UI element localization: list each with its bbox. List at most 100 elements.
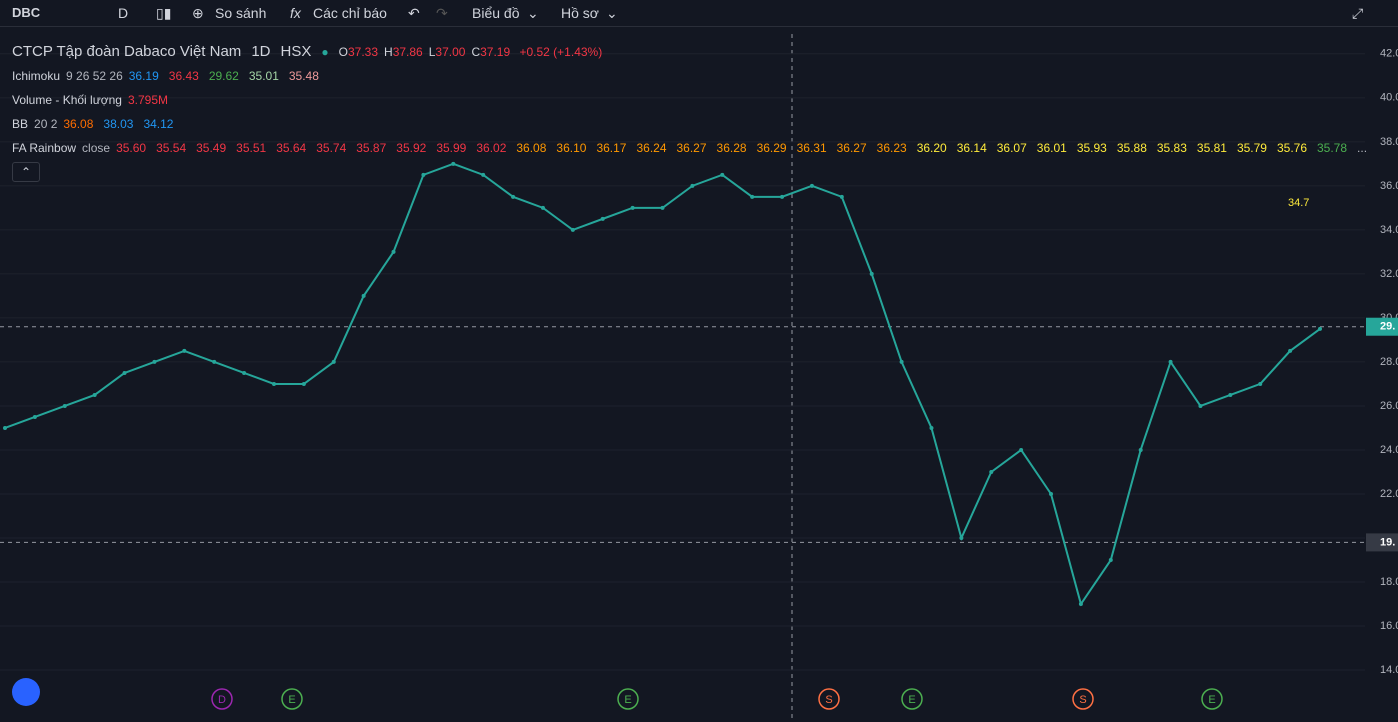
indicator-value: 35.83: [1156, 141, 1187, 155]
price-point: [989, 469, 994, 474]
y-tick-label: 14.00: [1380, 664, 1398, 676]
chevron: ⌄: [606, 5, 618, 21]
ohlc-key: H: [384, 45, 393, 59]
event-label: E: [908, 694, 915, 706]
indicator-name: Volume - Khối lượng: [12, 93, 122, 107]
price-point: [1108, 558, 1113, 563]
y-tick-label: 18.00: [1380, 576, 1398, 588]
indicator-value: 36.17: [596, 141, 627, 155]
event-marker: [617, 688, 639, 710]
toolbar: DBC D ▯▮ ⊕ So sánh fx Các chỉ báo ↶ ↷ Bi…: [0, 0, 1398, 27]
indicator-value: 38.03: [103, 117, 134, 131]
price-point: [92, 392, 97, 397]
event-marker: [901, 688, 923, 710]
indicator-params: 20 2: [34, 117, 58, 131]
price-point: [720, 172, 725, 177]
price-marker: 29.: [1380, 321, 1395, 333]
annotation: 34.7: [1288, 197, 1309, 209]
indicator-value: 35.87: [356, 141, 387, 155]
interval[interactable]: D: [118, 5, 129, 21]
indicators: Ichimoku 9 26 52 26 36.19 36.43 29.62 35.01 35…: [12, 64, 1377, 160]
price-point: [1078, 602, 1083, 607]
price-point: [331, 359, 336, 364]
indicator-name: Ichimoku: [12, 69, 61, 83]
indicator-value: 35.79: [1236, 141, 1267, 155]
compare[interactable]: So sánh: [215, 5, 267, 21]
indicator-value: 35.81: [1196, 141, 1227, 155]
y-tick-label: 24.00: [1380, 444, 1398, 456]
legend-main: CTCP Tập đoàn Dabaco Việt Nam 1D HSX ● O…: [12, 40, 1377, 64]
price-point: [152, 359, 157, 364]
event-marker: [281, 688, 303, 710]
indicator-value: 35.54: [156, 141, 187, 155]
price-point: [780, 194, 785, 199]
indicator-value: 35.88: [1116, 141, 1147, 155]
indicator-value: 34.12: [143, 117, 174, 131]
indicator-row: BB 20 2 36.08 38.03 34.12: [12, 112, 1377, 136]
title: CTCP Tập đoàn Dabaco Việt Nam: [12, 43, 242, 60]
indicator-value: 36.01: [1036, 141, 1067, 155]
indicator-value: ...: [1357, 141, 1368, 155]
indicator-value: 36.24: [636, 141, 667, 155]
indicators[interactable]: Các chỉ báo: [313, 5, 387, 21]
price-point: [1318, 326, 1322, 331]
event-label: E: [1208, 694, 1215, 706]
event-label: S: [825, 694, 832, 706]
indicator-value: 36.27: [676, 141, 707, 155]
price-point: [600, 216, 605, 221]
price-point: [809, 183, 814, 188]
y-tick-label: 22.00: [1380, 488, 1398, 500]
price-point: [570, 227, 575, 232]
price-point: [839, 194, 844, 199]
indicator-value: 36.43: [168, 69, 199, 83]
fx-icon[interactable]: fx: [290, 5, 301, 21]
indicator-value: 36.08: [63, 117, 94, 131]
ohlc-key: L: [428, 45, 436, 59]
indicator-value: 36.07: [996, 141, 1027, 155]
fullscreen[interactable]: ⤢: [1352, 5, 1364, 21]
price-point: [3, 425, 7, 430]
indicator-value: 35.74: [316, 141, 347, 155]
event-marker: [1201, 688, 1223, 710]
indicator-value: 29.62: [208, 69, 239, 83]
ohlc-value: 37.86: [392, 45, 423, 59]
price-marker-bg: [1366, 317, 1398, 336]
price-point: [1138, 447, 1143, 452]
y-tick-label: 28.00: [1380, 356, 1398, 368]
price-point: [1258, 381, 1263, 386]
redo[interactable]: ↷: [436, 5, 448, 21]
indicator-value: 35.60: [116, 141, 147, 155]
price-marker: 19.: [1380, 536, 1395, 548]
indicator-value: 35.64: [276, 141, 307, 155]
indicator-name: BB: [12, 117, 29, 131]
indicator-value: 36.08: [516, 141, 547, 155]
candle-icon[interactable]: ▯▮: [156, 5, 172, 21]
collapse[interactable]: ⌃: [12, 162, 41, 182]
indicator-name: FA Rainbow: [12, 141, 77, 155]
ohlc-value: 37.00: [435, 45, 466, 59]
price-point: [451, 161, 456, 166]
price-point: [1019, 447, 1024, 452]
indicator-row: Volume - Khối lượng 3.795M: [12, 88, 1377, 112]
y-tick-label: 34.00: [1380, 224, 1398, 236]
y-tick-label: 16.00: [1380, 620, 1398, 632]
profile-menu[interactable]: Hồ sơ: [561, 5, 599, 21]
price-point: [361, 293, 366, 298]
undo[interactable]: ↶: [408, 5, 420, 21]
event-label: E: [624, 694, 631, 706]
price-point: [1288, 348, 1293, 353]
compare-icon[interactable]: ⊕: [192, 5, 204, 21]
price-point: [481, 172, 486, 177]
indicator-value: 35.49: [196, 141, 227, 155]
chart-menu[interactable]: Biểu đồ: [472, 5, 520, 21]
price-point: [750, 194, 755, 199]
price-point: [1228, 392, 1233, 397]
symbol[interactable]: DBC: [12, 5, 41, 20]
indicator-value: 36.31: [796, 141, 827, 155]
indicator-value: 35.92: [396, 141, 427, 155]
indicator-value: 36.10: [556, 141, 587, 155]
ohlc-key: C: [471, 45, 481, 59]
event-label: E: [288, 694, 295, 706]
